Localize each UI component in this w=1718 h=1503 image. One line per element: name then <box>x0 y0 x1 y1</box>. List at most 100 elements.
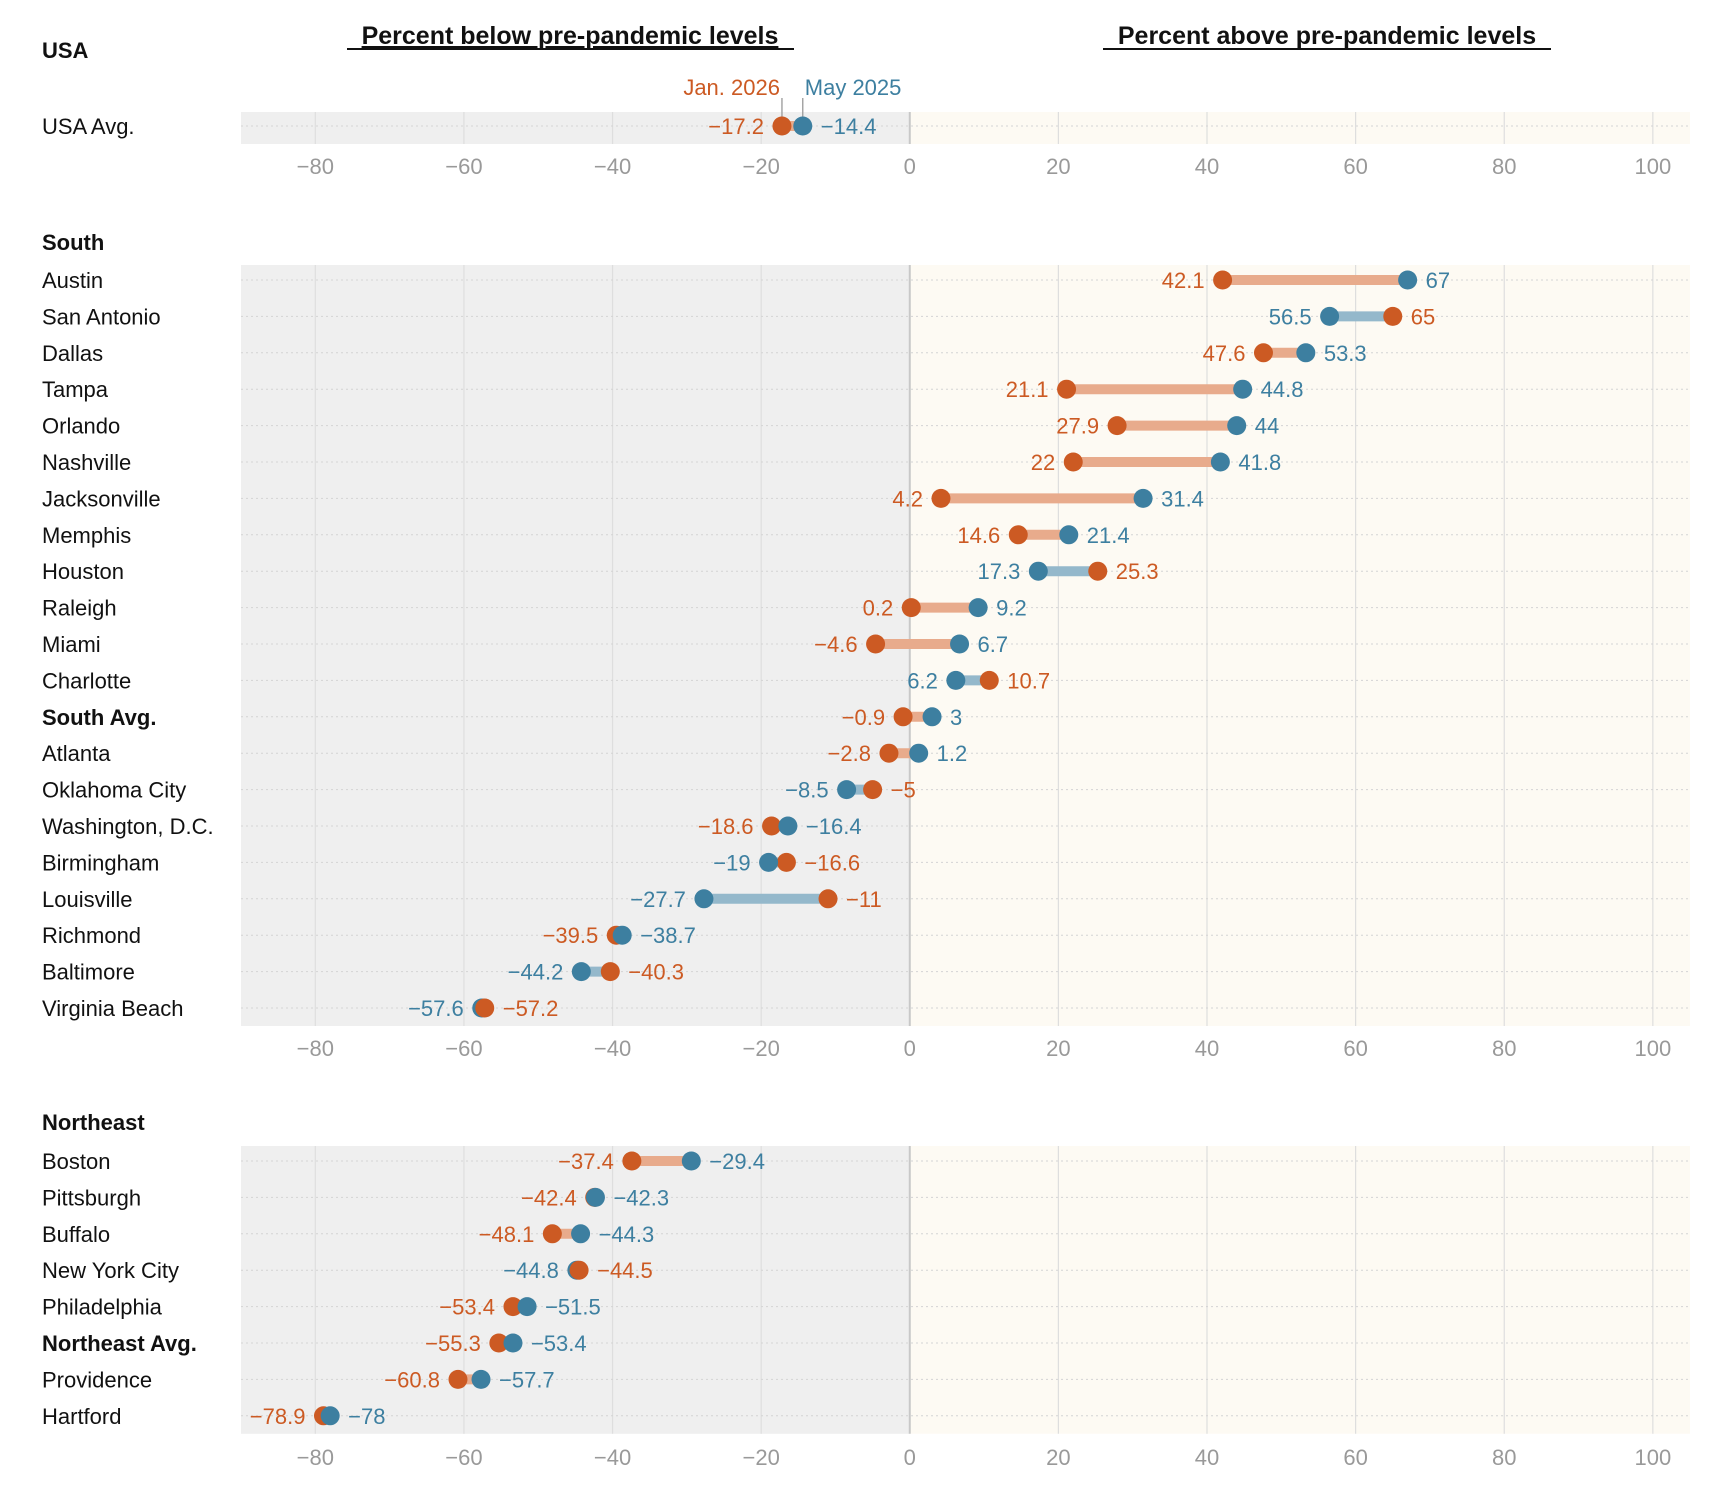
value-label-jan: −60.8 <box>384 1367 440 1392</box>
dot-jan-2026 <box>475 998 495 1018</box>
group-northeast: Northeast Boston −37.4 −29.4 Pittsburgh −42.4… <box>42 1110 1690 1470</box>
row-birmingham: Birmingham −19 −16.6 <box>42 850 860 875</box>
row-label: Providence <box>42 1367 152 1392</box>
dot-may-2025 <box>471 1369 491 1389</box>
value-label-jan: 47.6 <box>1203 341 1246 366</box>
value-label-may: 56.5 <box>1269 304 1312 329</box>
x-tick-label: 20 <box>1046 1445 1070 1470</box>
x-tick-label: 20 <box>1046 1036 1070 1061</box>
row-austin: Austin 42.1 67 <box>42 268 1450 293</box>
value-label-may: −8.5 <box>785 778 828 803</box>
value-label-jan: 22 <box>1031 450 1055 475</box>
row-label: Birmingham <box>42 850 159 875</box>
x-tick-label: 80 <box>1492 154 1516 179</box>
value-label-jan: 42.1 <box>1162 268 1205 293</box>
row-boston: Boston −37.4 −29.4 <box>42 1149 765 1174</box>
dot-may-2025 <box>612 925 632 945</box>
row-memphis: Memphis 14.6 21.4 <box>42 523 1130 548</box>
value-label-may: −16.4 <box>806 814 862 839</box>
value-label-may: 21.4 <box>1087 523 1130 548</box>
x-tick-label: −40 <box>594 1036 631 1061</box>
value-label-may: −14.4 <box>821 114 877 139</box>
dot-jan-2026 <box>818 889 838 909</box>
row-label: Louisville <box>42 887 133 912</box>
below-zone <box>241 265 910 1026</box>
row-label: Virginia Beach <box>42 996 183 1021</box>
row-label: Austin <box>42 268 103 293</box>
dot-jan-2026 <box>569 1260 589 1280</box>
x-tick-label: 100 <box>1634 154 1671 179</box>
x-tick-label: 80 <box>1492 1036 1516 1061</box>
dot-may-2025 <box>922 707 942 727</box>
dot-may-2025 <box>1296 343 1316 363</box>
row-label: Philadelphia <box>42 1295 163 1320</box>
above-zone <box>909 112 1690 144</box>
dot-may-2025 <box>1320 306 1340 326</box>
legend-may-label: May 2025 <box>805 75 902 100</box>
dot-may-2025 <box>1398 270 1418 290</box>
value-label-jan: 25.3 <box>1116 559 1159 584</box>
value-label-may: 41.8 <box>1238 450 1281 475</box>
value-label-may: −44.8 <box>503 1258 559 1283</box>
x-tick-label: 40 <box>1195 1445 1219 1470</box>
value-label-jan: −11 <box>846 887 882 912</box>
value-label-jan: −78.9 <box>250 1404 306 1429</box>
row-pittsburgh: Pittsburgh −42.4 −42.3 <box>42 1185 669 1210</box>
dot-may-2025 <box>320 1406 340 1426</box>
row-label: Pittsburgh <box>42 1185 141 1210</box>
x-tick-label: 20 <box>1046 154 1070 179</box>
value-label-may: −78 <box>348 1404 385 1429</box>
x-tick-label: 60 <box>1343 154 1367 179</box>
value-label-may: 31.4 <box>1161 486 1204 511</box>
row-houston: Houston 17.3 25.3 <box>42 559 1159 584</box>
value-label-jan: 21.1 <box>1006 377 1049 402</box>
value-label-may: −44.2 <box>508 960 564 985</box>
dot-may-2025 <box>694 889 714 909</box>
value-label-jan: −18.6 <box>698 814 754 839</box>
dot-jan-2026 <box>931 488 951 508</box>
row-label: Atlanta <box>42 741 111 766</box>
below-zone <box>241 1146 910 1434</box>
row-dallas: Dallas 47.6 53.3 <box>42 341 1367 366</box>
row-label: South Avg. <box>42 705 156 730</box>
dot-jan-2026 <box>772 116 792 136</box>
legend-jan-label: Jan. 2026 <box>683 75 780 100</box>
row-raleigh: Raleigh 0.2 9.2 <box>42 596 1027 621</box>
value-label-may: −29.4 <box>709 1149 765 1174</box>
value-label-may: −27.7 <box>630 887 686 912</box>
dot-may-2025 <box>793 116 813 136</box>
row-orlando: Orlando 27.9 44 <box>42 414 1279 439</box>
row-label: Tampa <box>42 377 109 402</box>
dot-may-2025 <box>950 634 970 654</box>
row-nashville: Nashville 22 41.8 <box>42 450 1281 475</box>
value-label-may: 44 <box>1255 414 1279 439</box>
dot-jan-2026 <box>1213 270 1233 290</box>
dot-jan-2026 <box>622 1151 642 1171</box>
dot-jan-2026 <box>542 1224 562 1244</box>
row-label: Baltimore <box>42 960 135 985</box>
x-tick-label: 100 <box>1634 1445 1671 1470</box>
value-label-jan: −44.5 <box>597 1258 653 1283</box>
value-label-may: 67 <box>1426 268 1450 293</box>
dot-jan-2026 <box>893 707 913 727</box>
value-label-may: −42.3 <box>613 1185 669 1210</box>
dot-may-2025 <box>778 816 798 836</box>
value-label-jan: −16.6 <box>804 850 860 875</box>
dot-may-2025 <box>1028 561 1048 581</box>
row-hartford: Hartford −78.9 −78 <box>42 1404 385 1429</box>
value-label-may: 53.3 <box>1324 341 1367 366</box>
value-label-jan: 14.6 <box>957 523 1000 548</box>
x-tick-label: 0 <box>904 1036 916 1061</box>
x-tick-label: −80 <box>297 1445 334 1470</box>
row-label: Boston <box>42 1149 111 1174</box>
x-tick-label: −40 <box>594 1445 631 1470</box>
value-label-jan: −37.4 <box>558 1149 614 1174</box>
value-label-may: −51.5 <box>545 1295 601 1320</box>
row-label: Jacksonville <box>42 486 161 511</box>
row-label: Oklahoma City <box>42 778 186 803</box>
value-label-jan: 10.7 <box>1007 668 1050 693</box>
value-label-jan: 4.2 <box>892 486 923 511</box>
dot-jan-2026 <box>979 670 999 690</box>
